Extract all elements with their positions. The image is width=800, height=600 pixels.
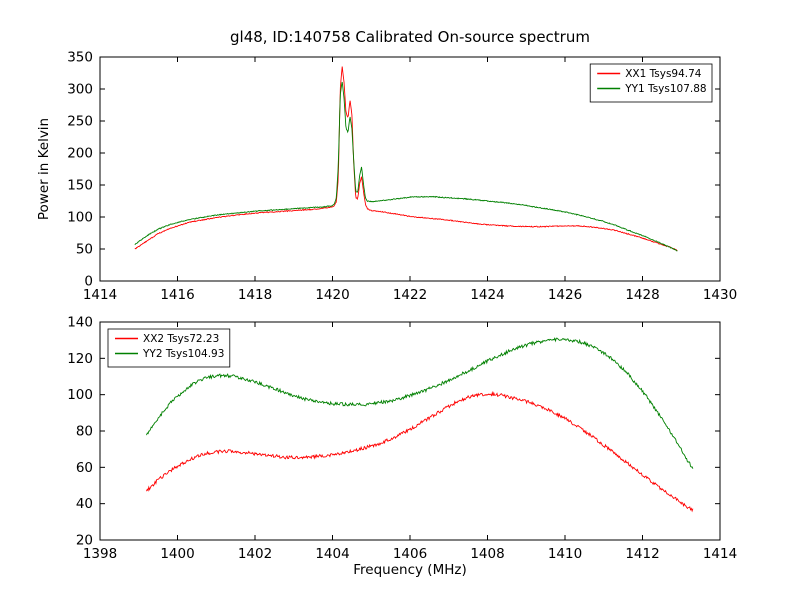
svg-text:YY2 Tsys104.93: YY2 Tsys104.93 (142, 348, 224, 360)
svg-text:80: 80 (76, 424, 93, 440)
svg-text:100: 100 (67, 210, 93, 226)
svg-text:0: 0 (84, 274, 93, 290)
bottom-spectrum-chart: 1398 1400 1402 1404 1406 1408 1410 1412 1414 20 40… (67, 315, 737, 563)
svg-text:100: 100 (67, 387, 93, 403)
svg-text:300: 300 (67, 82, 93, 98)
svg-text:120: 120 (67, 351, 93, 367)
svg-text:20: 20 (76, 533, 93, 549)
svg-text:1414: 1414 (83, 287, 117, 303)
svg-text:1414: 1414 (703, 546, 737, 562)
svg-text:250: 250 (67, 114, 93, 130)
svg-text:1418: 1418 (238, 287, 272, 303)
svg-text:1412: 1412 (625, 546, 659, 562)
svg-text:200: 200 (67, 146, 93, 162)
y-axis-label-wrap: Power in Kelvin (30, 57, 58, 281)
y-axis-label: Power in Kelvin (36, 117, 52, 221)
x-axis-label: Frequency (MHz) (353, 562, 467, 578)
svg-text:XX1 Tsys94.74: XX1 Tsys94.74 (625, 68, 702, 80)
svg-text:XX2 Tsys72.23: XX2 Tsys72.23 (143, 333, 219, 345)
svg-text:1422: 1422 (393, 287, 427, 303)
svg-text:1410: 1410 (548, 546, 582, 562)
svg-text:1416: 1416 (160, 287, 194, 303)
svg-text:1404: 1404 (315, 546, 349, 562)
svg-text:40: 40 (76, 496, 93, 512)
svg-text:YY1 Tsys107.88: YY1 Tsys107.88 (624, 83, 706, 95)
svg-text:1430: 1430 (703, 287, 737, 303)
top-spectrum-chart: 1414 1416 1418 1420 1422 1424 1426 1428 1430 0 50 1… (67, 50, 737, 304)
svg-text:1424: 1424 (470, 287, 504, 303)
svg-text:1426: 1426 (548, 287, 582, 303)
svg-text:50: 50 (76, 242, 93, 258)
svg-text:140: 140 (67, 315, 93, 331)
svg-text:1400: 1400 (160, 546, 194, 562)
svg-text:1420: 1420 (315, 287, 349, 303)
svg-text:1428: 1428 (625, 287, 659, 303)
svg-text:1402: 1402 (238, 546, 272, 562)
svg-text:150: 150 (67, 178, 93, 194)
svg-text:1408: 1408 (470, 546, 504, 562)
svg-text:1398: 1398 (83, 546, 117, 562)
svg-text:350: 350 (67, 50, 93, 66)
svg-text:60: 60 (76, 460, 93, 476)
svg-text:1406: 1406 (393, 546, 427, 562)
chart-title: gl48, ID:140758 Calibrated On-source spe… (230, 28, 590, 46)
